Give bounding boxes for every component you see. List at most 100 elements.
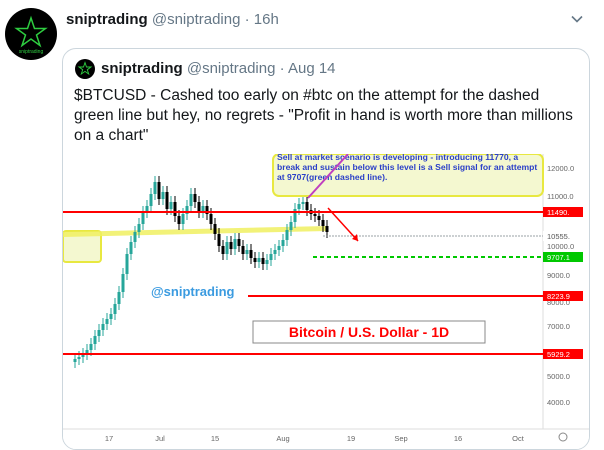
btc-chart: 12000.011000.010000.09000.08000.07000.06… bbox=[63, 154, 589, 449]
annotation-box bbox=[272, 154, 544, 197]
candle-body bbox=[193, 194, 197, 202]
quoted-tweet-header: sniptrading @sniptrading · Aug 14 bbox=[101, 60, 336, 77]
y-tick-label: 12000.0 bbox=[547, 164, 574, 173]
candle-body bbox=[221, 246, 225, 254]
y-tick-label: 8000.0 bbox=[547, 298, 570, 307]
watermark-handle: @sniptrading bbox=[151, 284, 235, 299]
star-logo-icon bbox=[77, 61, 93, 76]
quoted-tweet[interactable]: sniptrading @sniptrading · Aug 14 $BTCUS… bbox=[62, 48, 590, 450]
chart-title: Bitcoin / U.S. Dollar - 1D bbox=[289, 324, 449, 340]
candle-body bbox=[189, 194, 193, 206]
candle-body bbox=[241, 246, 245, 254]
x-tick-label: Sep bbox=[394, 434, 407, 443]
candle-body bbox=[105, 319, 109, 324]
candle-body bbox=[73, 359, 77, 362]
candle-body bbox=[133, 232, 137, 242]
candle-body bbox=[197, 202, 201, 212]
y-tick-label: 4000.0 bbox=[547, 398, 570, 407]
tweet-header: sniptrading @sniptrading · 16h bbox=[66, 11, 279, 28]
candle-body bbox=[85, 350, 89, 354]
candle-body bbox=[225, 242, 229, 254]
quoted-separator: · bbox=[279, 60, 285, 77]
x-tick-label: 19 bbox=[347, 434, 355, 443]
candle-body bbox=[125, 254, 129, 274]
x-tick-label: 15 bbox=[211, 434, 219, 443]
candle-body bbox=[285, 230, 289, 240]
x-tick-label: 16 bbox=[454, 434, 462, 443]
separator: · bbox=[244, 11, 250, 28]
quoted-date: Aug 14 bbox=[287, 60, 336, 77]
candle-body bbox=[81, 354, 85, 357]
quoted-avatar bbox=[75, 59, 95, 79]
price-label: 5929.2 bbox=[547, 350, 570, 359]
avatar[interactable]: sniptrading bbox=[5, 8, 57, 60]
candle-body bbox=[121, 274, 125, 292]
red-arrow-line bbox=[327, 207, 359, 242]
candle-body bbox=[149, 194, 153, 206]
avatar-star-logo: sniptrading bbox=[14, 15, 48, 55]
candle-body bbox=[265, 260, 269, 264]
price-label: 9707.1 bbox=[547, 253, 570, 262]
candle-body bbox=[157, 182, 161, 199]
price-label-bg bbox=[543, 349, 583, 359]
price-label: 10555. bbox=[547, 232, 570, 241]
price-label: 11490. bbox=[547, 208, 569, 217]
price-label-bg bbox=[543, 231, 583, 241]
candle-body bbox=[229, 242, 233, 249]
candle-body bbox=[161, 192, 165, 199]
candle-body bbox=[177, 216, 181, 224]
candle-body bbox=[109, 314, 113, 319]
candle-body bbox=[305, 202, 309, 210]
x-tick-label: Jul bbox=[155, 434, 165, 443]
avatar-logo-text: sniptrading bbox=[19, 49, 44, 55]
candle-body bbox=[249, 250, 253, 258]
candle-body bbox=[297, 204, 301, 209]
candle-body bbox=[293, 209, 297, 222]
candle-body bbox=[93, 336, 97, 344]
y-tick-label: 11000.0 bbox=[547, 192, 574, 201]
candle-body bbox=[185, 206, 189, 214]
candle-body bbox=[141, 212, 145, 224]
candle-body bbox=[289, 222, 293, 230]
timestamp[interactable]: 16h bbox=[253, 11, 279, 28]
candle-body bbox=[273, 250, 277, 254]
price-label-bg bbox=[543, 252, 583, 262]
candle-body bbox=[113, 304, 117, 314]
quoted-handle: @sniptrading bbox=[186, 60, 276, 77]
chevron-down-icon[interactable] bbox=[570, 12, 584, 26]
y-tick-label: 10000.0 bbox=[547, 242, 574, 251]
annotation-pointer bbox=[307, 154, 349, 199]
candle-body bbox=[169, 202, 173, 209]
price-label-bg bbox=[543, 207, 583, 217]
yellow-zone-box bbox=[63, 230, 102, 263]
candle-body bbox=[101, 324, 105, 330]
display-name[interactable]: sniptrading bbox=[66, 11, 148, 28]
quoted-tweet-text: $BTCUSD - Cashed too early on #btc on th… bbox=[74, 87, 573, 144]
y-tick-label: 7000.0 bbox=[547, 322, 570, 331]
chart-title-box bbox=[252, 320, 486, 344]
handle[interactable]: @sniptrading bbox=[151, 11, 241, 28]
candle-body bbox=[269, 254, 273, 260]
candle-body bbox=[281, 240, 285, 246]
red-arrow-head bbox=[352, 234, 358, 241]
candle-body bbox=[253, 258, 257, 262]
candle-body bbox=[217, 234, 221, 246]
x-tick-label: 17 bbox=[105, 434, 113, 443]
x-tick-label: Oct bbox=[512, 434, 525, 443]
chart-image: 12000.011000.010000.09000.08000.07000.06… bbox=[63, 154, 589, 449]
candle-body bbox=[257, 258, 261, 262]
candle-body bbox=[181, 214, 185, 224]
candle-body bbox=[261, 258, 265, 264]
candle-body bbox=[313, 214, 317, 216]
candle-body bbox=[209, 214, 213, 224]
candle-body bbox=[153, 182, 157, 194]
candle-body bbox=[321, 220, 325, 226]
candle-body bbox=[145, 206, 149, 212]
price-label-bg bbox=[543, 291, 583, 301]
candle-body bbox=[205, 206, 209, 214]
candle-body bbox=[89, 344, 93, 350]
candle-body bbox=[117, 292, 121, 304]
candle-body bbox=[245, 250, 249, 254]
candle-body bbox=[173, 202, 177, 216]
yellow-trend-band bbox=[63, 226, 328, 237]
